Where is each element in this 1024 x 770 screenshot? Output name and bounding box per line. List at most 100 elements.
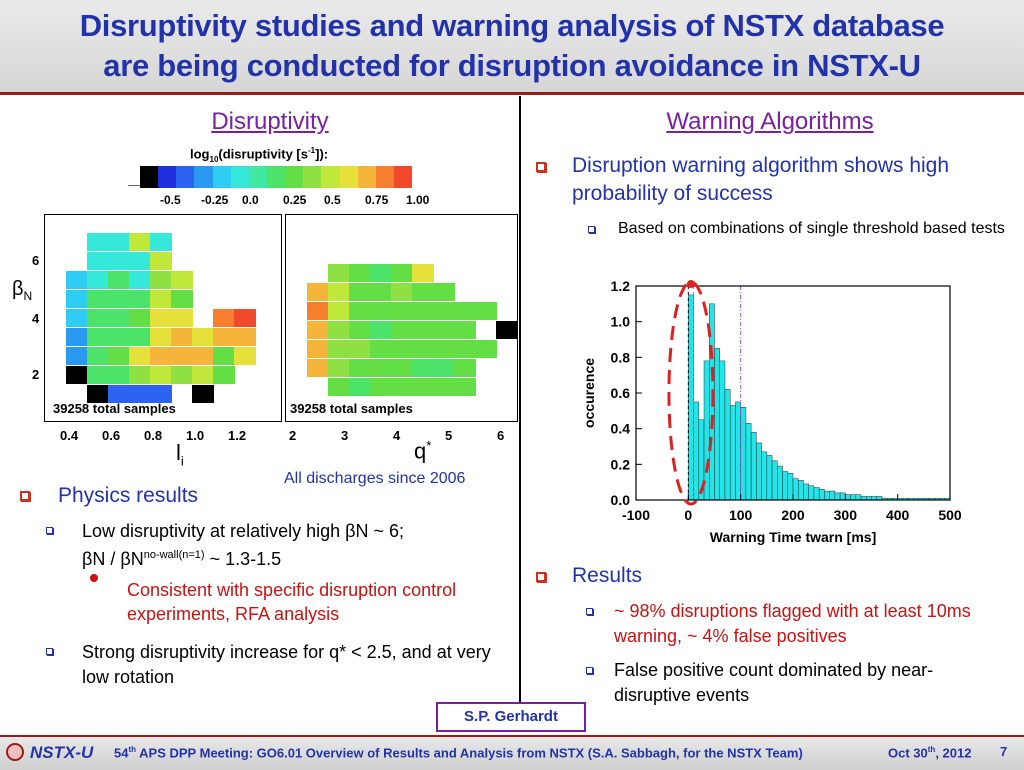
disruptivity-cell: [108, 366, 130, 384]
li-axis-label: li: [176, 440, 184, 469]
ytick-label: 0.0: [611, 492, 631, 508]
disruptivity-cell: [171, 271, 193, 289]
disruptivity-cell: [370, 283, 392, 301]
disruptivity-cell: [87, 233, 109, 251]
colorbar-swatch: [176, 166, 195, 188]
colorbar-tick: 1.00: [406, 193, 430, 207]
physics-sub1: Consistent with specific disruption cont…: [127, 580, 457, 624]
disruptivity-cell: [391, 283, 413, 301]
disruptivity-cell: [108, 309, 130, 327]
disruptivity-cell: [129, 347, 151, 365]
physics-heading: Physics results: [58, 484, 199, 507]
disruptivity-cell: [433, 302, 455, 320]
ytick-label: 1.2: [611, 278, 631, 294]
disruptivity-cell: [108, 328, 130, 346]
colorbar-swatch: [339, 166, 358, 188]
warning-title: Warning Algorithms: [666, 108, 874, 135]
physics-item1: Low disruptivity at relatively high βN ~…: [82, 521, 405, 569]
histogram-bar: [703, 360, 710, 501]
disruptivity-plot-qstar: 39258 total samples: [285, 214, 518, 422]
ytick-label: 1.0: [611, 314, 631, 330]
histogram-bar: [750, 431, 757, 501]
xtick-label: 6: [497, 428, 505, 443]
disruptivity-cell: [150, 347, 172, 365]
nstx-logo-text: NSTX-U: [30, 743, 94, 762]
disruptivity-cell: [349, 340, 371, 358]
colorbar-swatch: [393, 166, 413, 188]
histogram-bar: [850, 494, 857, 501]
xtick-label: 3: [341, 428, 349, 443]
bullet-physics-2: [46, 648, 53, 655]
disruptivity-cell: [66, 347, 88, 365]
disruptivity-cell: [129, 290, 151, 308]
histogram-bar: [735, 401, 741, 501]
ytick-label: 0.4: [611, 421, 631, 437]
disruptivity-cell: [234, 309, 256, 327]
disruptivity-cell: [129, 252, 151, 270]
disruptivity-title: Disruptivity: [211, 108, 329, 135]
disruptivity-plot-li: 39258 total samples: [44, 214, 282, 422]
disruptivity-cell: [454, 359, 476, 377]
ytick-label: 0.6: [611, 385, 631, 401]
histogram-bar: [729, 405, 736, 501]
colorbar-swatch: [230, 166, 249, 188]
disruptivity-cell: [370, 302, 392, 320]
histogram-bar: [761, 451, 768, 501]
colorbar-edge: [128, 185, 140, 186]
disruptivity-cell: [150, 233, 172, 251]
disruptivity-cell: [108, 233, 130, 251]
bullet-physics-1: [46, 527, 53, 534]
page-number: 7: [1000, 744, 1008, 759]
meeting-date: Oct 30th, 2012: [888, 745, 972, 761]
plot-frame: [635, 285, 951, 501]
disruptivity-cell: [150, 252, 172, 270]
disruptivity-cell: [87, 328, 109, 346]
colorbar-tick: 0.75: [365, 193, 389, 207]
colorbar-swatch: [266, 166, 286, 188]
disruptivity-cell: [307, 340, 329, 358]
disruptivity-cell: [307, 283, 329, 301]
histogram-bar: [813, 487, 820, 501]
xtick-label: 2: [289, 428, 297, 443]
disruptivity-cell: [412, 340, 434, 358]
disruptivity-cell: [328, 283, 350, 301]
disruptivity-cell: [213, 309, 235, 327]
disruptivity-cell: [129, 309, 151, 327]
nstx-logo-icon: [6, 743, 24, 761]
histogram-bar: [829, 490, 836, 501]
disruptivity-cell: [328, 264, 350, 282]
histogram-bar: [756, 442, 762, 501]
ytick-2: 2: [32, 367, 40, 382]
disruptivity-cell: [433, 359, 455, 377]
disruptivity-cell: [391, 359, 413, 377]
slide-title-line1: Disruptivity studies and warning analysi…: [79, 8, 945, 43]
bullet-result-1: [586, 608, 593, 615]
disruptivity-cell: [192, 328, 214, 346]
disruptivity-cell: [150, 271, 172, 289]
xtick-label: 5: [445, 428, 453, 443]
histogram-bar: [724, 389, 731, 501]
disruptivity-cell: [129, 328, 151, 346]
disruptivity-cell: [349, 302, 371, 320]
disruptivity-cell: [87, 309, 109, 327]
colorbar-swatch: [375, 166, 394, 188]
xtick-label: 200: [781, 507, 805, 523]
warning-sub1: Based on combinations of single threshol…: [618, 220, 1005, 237]
colorbar-swatch: [321, 166, 340, 188]
colorbar-swatch: [158, 166, 177, 188]
disruptivity-cell: [87, 271, 109, 289]
xtick-label: -100: [622, 507, 650, 523]
disruptivity-cell: [412, 283, 434, 301]
disruptivity-cell: [192, 366, 214, 384]
colorbar-swatch: [285, 166, 304, 188]
footer: NSTX-U 54th APS DPP Meeting: GO6.01 Over…: [0, 735, 1024, 770]
colorbar-ticks: -0.5 -0.25 0.0 0.25 0.5 0.75 1.00: [160, 193, 430, 209]
disruptivity-cell: [150, 366, 172, 384]
histogram-bar: [787, 473, 794, 501]
disruptivity-cell: [66, 309, 88, 327]
disruptivity-cell: [391, 321, 413, 339]
disruptivity-cell: [454, 378, 476, 396]
disruptivity-cell: [150, 328, 172, 346]
disruptivity-cell: [87, 290, 109, 308]
disruptivity-cell: [150, 385, 172, 403]
